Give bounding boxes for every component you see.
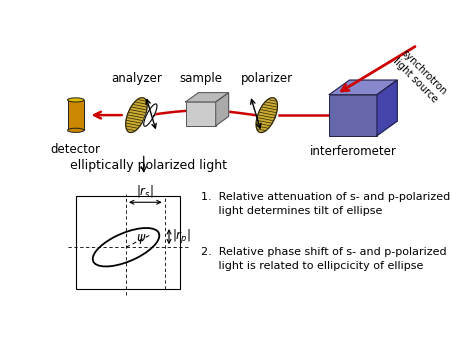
- Polygon shape: [126, 98, 147, 132]
- Bar: [186, 102, 216, 126]
- Bar: [67, 100, 84, 130]
- Polygon shape: [186, 93, 228, 102]
- Polygon shape: [377, 80, 397, 135]
- Text: detector: detector: [51, 143, 101, 156]
- Text: synchrotron
light source: synchrotron light source: [391, 48, 448, 105]
- Text: 2.  Relative phase shift of s- and p-polarized
     light is related to ellipcic: 2. Relative phase shift of s- and p-pola…: [201, 247, 447, 271]
- Polygon shape: [329, 80, 397, 95]
- Polygon shape: [216, 93, 228, 126]
- Text: interferometer: interferometer: [310, 145, 397, 158]
- Text: $|r_s|$: $|r_s|$: [137, 183, 154, 199]
- Polygon shape: [144, 104, 157, 126]
- Text: 1.  Relative attenuation of s- and p-polarized
     light determines tilt of ell: 1. Relative attenuation of s- and p-pola…: [201, 192, 450, 216]
- Text: $\psi$: $\psi$: [136, 232, 146, 246]
- Ellipse shape: [67, 98, 84, 102]
- Text: sample: sample: [179, 72, 222, 85]
- Text: $|r_p|$: $|r_p|$: [172, 228, 191, 246]
- Text: elliptically polarized light: elliptically polarized light: [70, 159, 227, 172]
- Text: analyzer: analyzer: [111, 72, 162, 85]
- Bar: [76, 196, 181, 289]
- Ellipse shape: [67, 128, 84, 132]
- Polygon shape: [256, 98, 277, 132]
- Bar: [329, 95, 377, 135]
- Text: polarizer: polarizer: [241, 72, 293, 85]
